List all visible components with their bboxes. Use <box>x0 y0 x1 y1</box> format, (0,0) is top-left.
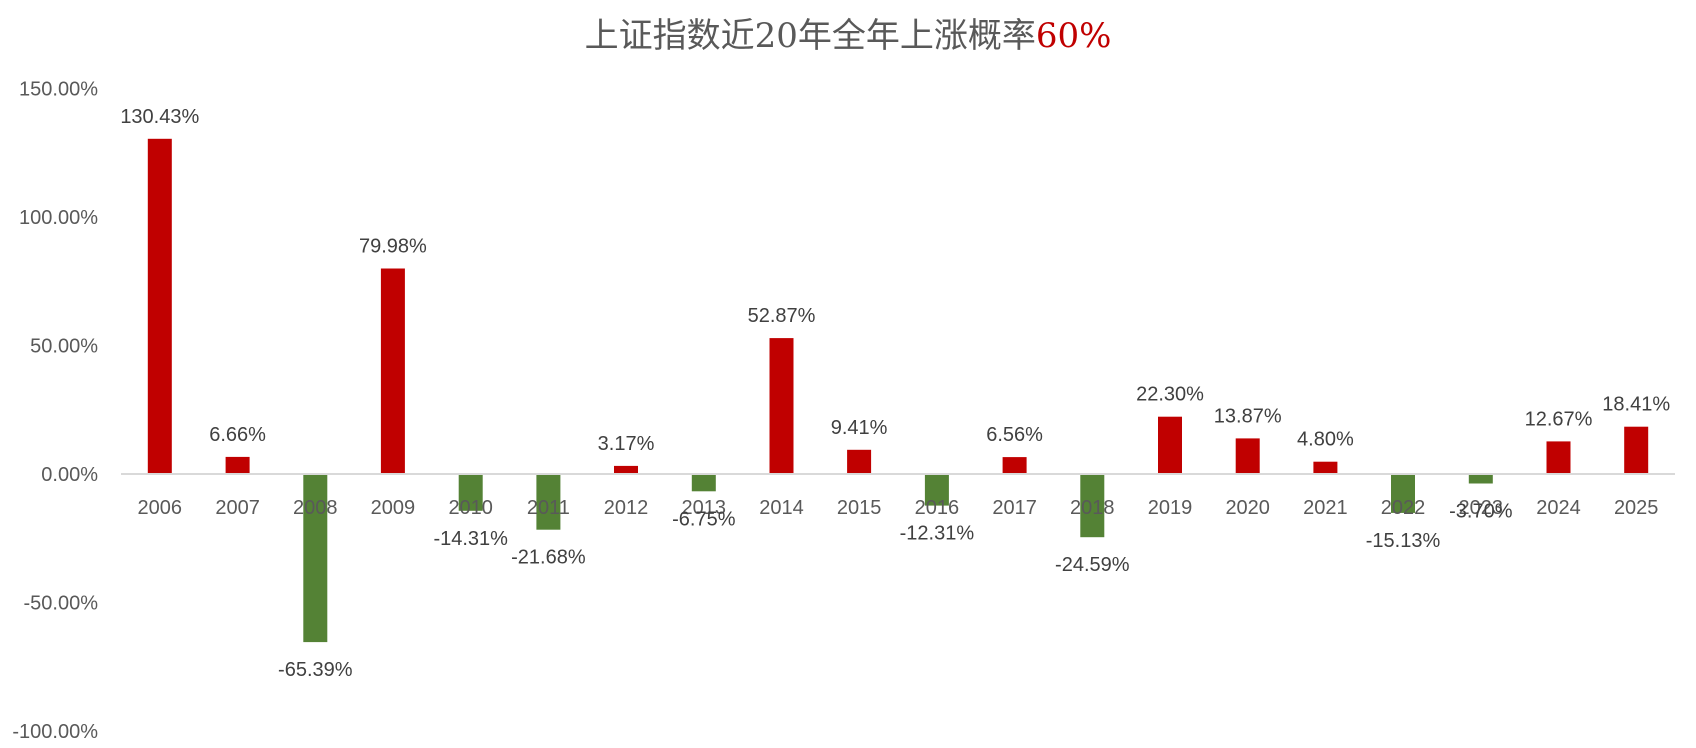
y-tick-label: -100.00% <box>12 721 98 743</box>
data-label: -3.70% <box>1449 501 1513 523</box>
data-label: -6.75% <box>672 508 736 530</box>
bar-2025 <box>1624 426 1649 474</box>
data-label: -21.68% <box>511 547 586 569</box>
x-tick-label: 2025 <box>1614 497 1659 519</box>
x-tick-label: 2007 <box>215 497 260 519</box>
x-tick-label: 2008 <box>293 497 338 519</box>
data-labels: 130.43% 6.66% -65.39% 79.98% -14.31%-21.68% 3… <box>120 106 1670 681</box>
data-label: -15.13% <box>1366 530 1441 552</box>
x-tick-label: 2024 <box>1536 497 1581 519</box>
x-tick-label: 2017 <box>992 497 1037 519</box>
x-tick-label: 2015 <box>837 497 882 519</box>
bar-2024 <box>1546 441 1571 474</box>
data-label: -12.31% <box>900 523 975 545</box>
bar-2011 <box>536 474 561 530</box>
data-label: -24.59% <box>1055 554 1130 576</box>
x-tick-label: 2021 <box>1303 497 1348 519</box>
x-axis: 2006 2007 2008 2009 2010 2011 2012 2013 2014 2015… <box>138 497 1659 519</box>
y-tick-label: 150.00% <box>19 79 98 101</box>
x-tick-label: 2009 <box>371 497 416 519</box>
data-label: 22.30% <box>1136 384 1204 406</box>
bar-2009 <box>380 268 405 474</box>
data-label: 13.87% <box>1214 405 1282 427</box>
y-tick-label: 0.00% <box>41 464 98 486</box>
chart-title: 上证指数近20年全年上涨概率60% <box>0 8 1696 57</box>
data-label: 130.43% <box>120 106 199 128</box>
data-label: 6.66% <box>209 424 266 446</box>
data-label: 18.41% <box>1602 394 1670 416</box>
bar-2023 <box>1468 474 1493 484</box>
x-tick-label: 2023 <box>1459 497 1504 519</box>
y-tick-label: 100.00% <box>19 207 98 229</box>
data-label: -65.39% <box>278 659 353 681</box>
data-label: 52.87% <box>748 305 816 327</box>
bar-2010 <box>458 474 483 511</box>
data-label: 6.56% <box>986 424 1043 446</box>
bar-2020 <box>1235 438 1260 474</box>
data-label: -14.31% <box>433 528 508 550</box>
y-tick-label: 50.00% <box>30 336 98 358</box>
bar-2016 <box>924 474 949 506</box>
x-tick-label: 2013 <box>682 497 727 519</box>
x-tick-label: 2022 <box>1381 497 1426 519</box>
y-axis: 150.00% 100.00% 50.00% 0.00% -50.00% -100.00% <box>12 79 98 744</box>
y-tick-label: -50.00% <box>24 593 99 615</box>
bar-2021 <box>1313 461 1338 474</box>
x-tick-label: 2016 <box>915 497 960 519</box>
data-label: 3.17% <box>598 433 655 455</box>
chart-title-main: 上证指数近20年全年上涨概率 <box>584 16 1036 56</box>
bar-2008 <box>303 474 328 643</box>
data-label: 12.67% <box>1525 408 1593 430</box>
x-tick-label: 2020 <box>1225 497 1270 519</box>
bars <box>147 138 1649 643</box>
chart-title-highlight: 60% <box>1035 16 1112 56</box>
data-label: 4.80% <box>1297 429 1354 451</box>
x-tick-label: 2011 <box>527 497 570 519</box>
data-label: 9.41% <box>831 417 888 439</box>
bar-2019 <box>1158 416 1182 474</box>
bar-2015 <box>847 449 872 474</box>
bar-2007 <box>225 456 250 474</box>
bar-2022 <box>1391 474 1415 513</box>
x-tick-label: 2019 <box>1148 497 1193 519</box>
bar-2006 <box>147 138 172 475</box>
x-tick-label: 2006 <box>138 497 183 519</box>
bar-2014 <box>769 338 794 474</box>
x-tick-label: 2012 <box>604 497 649 519</box>
bar-2018 <box>1080 474 1105 538</box>
bar-2017 <box>1002 457 1027 474</box>
x-tick-label: 2014 <box>759 497 804 519</box>
x-tick-label: 2010 <box>448 497 493 519</box>
x-tick-label: 2018 <box>1070 497 1115 519</box>
bar-2013 <box>691 474 716 492</box>
bar-2012 <box>614 465 638 474</box>
data-label: 79.98% <box>359 236 427 258</box>
